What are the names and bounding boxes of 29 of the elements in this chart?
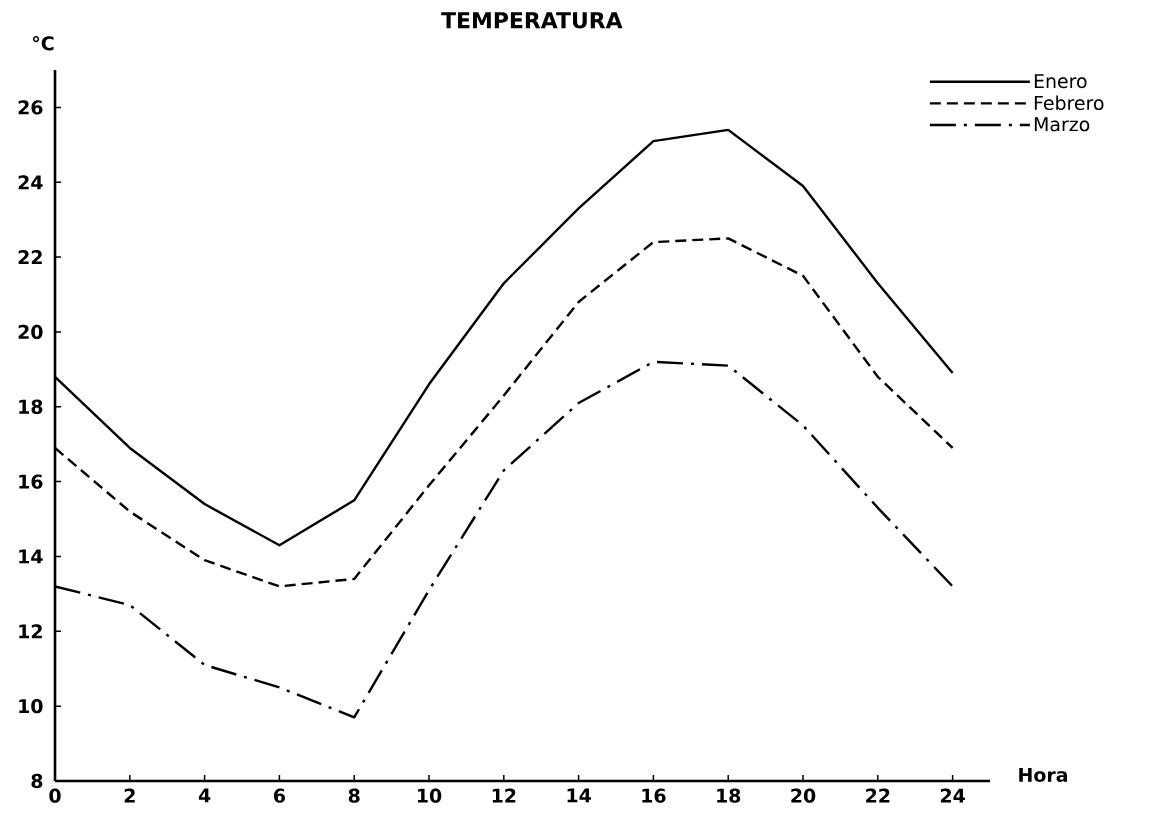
x-tick-label: 10 [417, 788, 442, 803]
x-tick-label: 20 [791, 788, 816, 803]
y-tick-label: 24 [18, 175, 43, 190]
text: Febrero [1034, 95, 1104, 111]
y-tick-label: 14 [19, 549, 43, 564]
x-tick-label: 2 [124, 788, 135, 803]
y-tick-label: 8 [31, 773, 43, 789]
x-tick-label: 12 [492, 788, 516, 803]
x-tick-label: 22 [866, 788, 890, 803]
chart-title: TEMPERATURA [441, 12, 623, 29]
y-tick-label: 26 [18, 100, 43, 115]
x-tick-label: 16 [642, 788, 666, 803]
y-tick-label: 18 [19, 399, 43, 414]
x-tick-label: 0 [49, 788, 61, 803]
x-tick-label: 6 [274, 788, 285, 803]
x-tick-label: 14 [567, 788, 591, 803]
y-tick-label: 10 [19, 698, 43, 714]
x-axis-title: Hora [1019, 767, 1067, 783]
y-tick-label: 22 [18, 250, 42, 265]
x-tick-label: 24 [940, 788, 965, 803]
y-axis-title: °C [32, 36, 54, 51]
text: Enero [1034, 74, 1087, 89]
x-tick-label: 8 [348, 788, 360, 803]
x-tick-label: 4 [198, 788, 211, 803]
y-tick-label: 12 [19, 624, 42, 639]
y-tick-label: 16 [19, 474, 43, 489]
text: Marzo [1034, 117, 1090, 132]
y-tick-label: 20 [18, 324, 43, 340]
x-tick-label: 18 [717, 788, 741, 803]
